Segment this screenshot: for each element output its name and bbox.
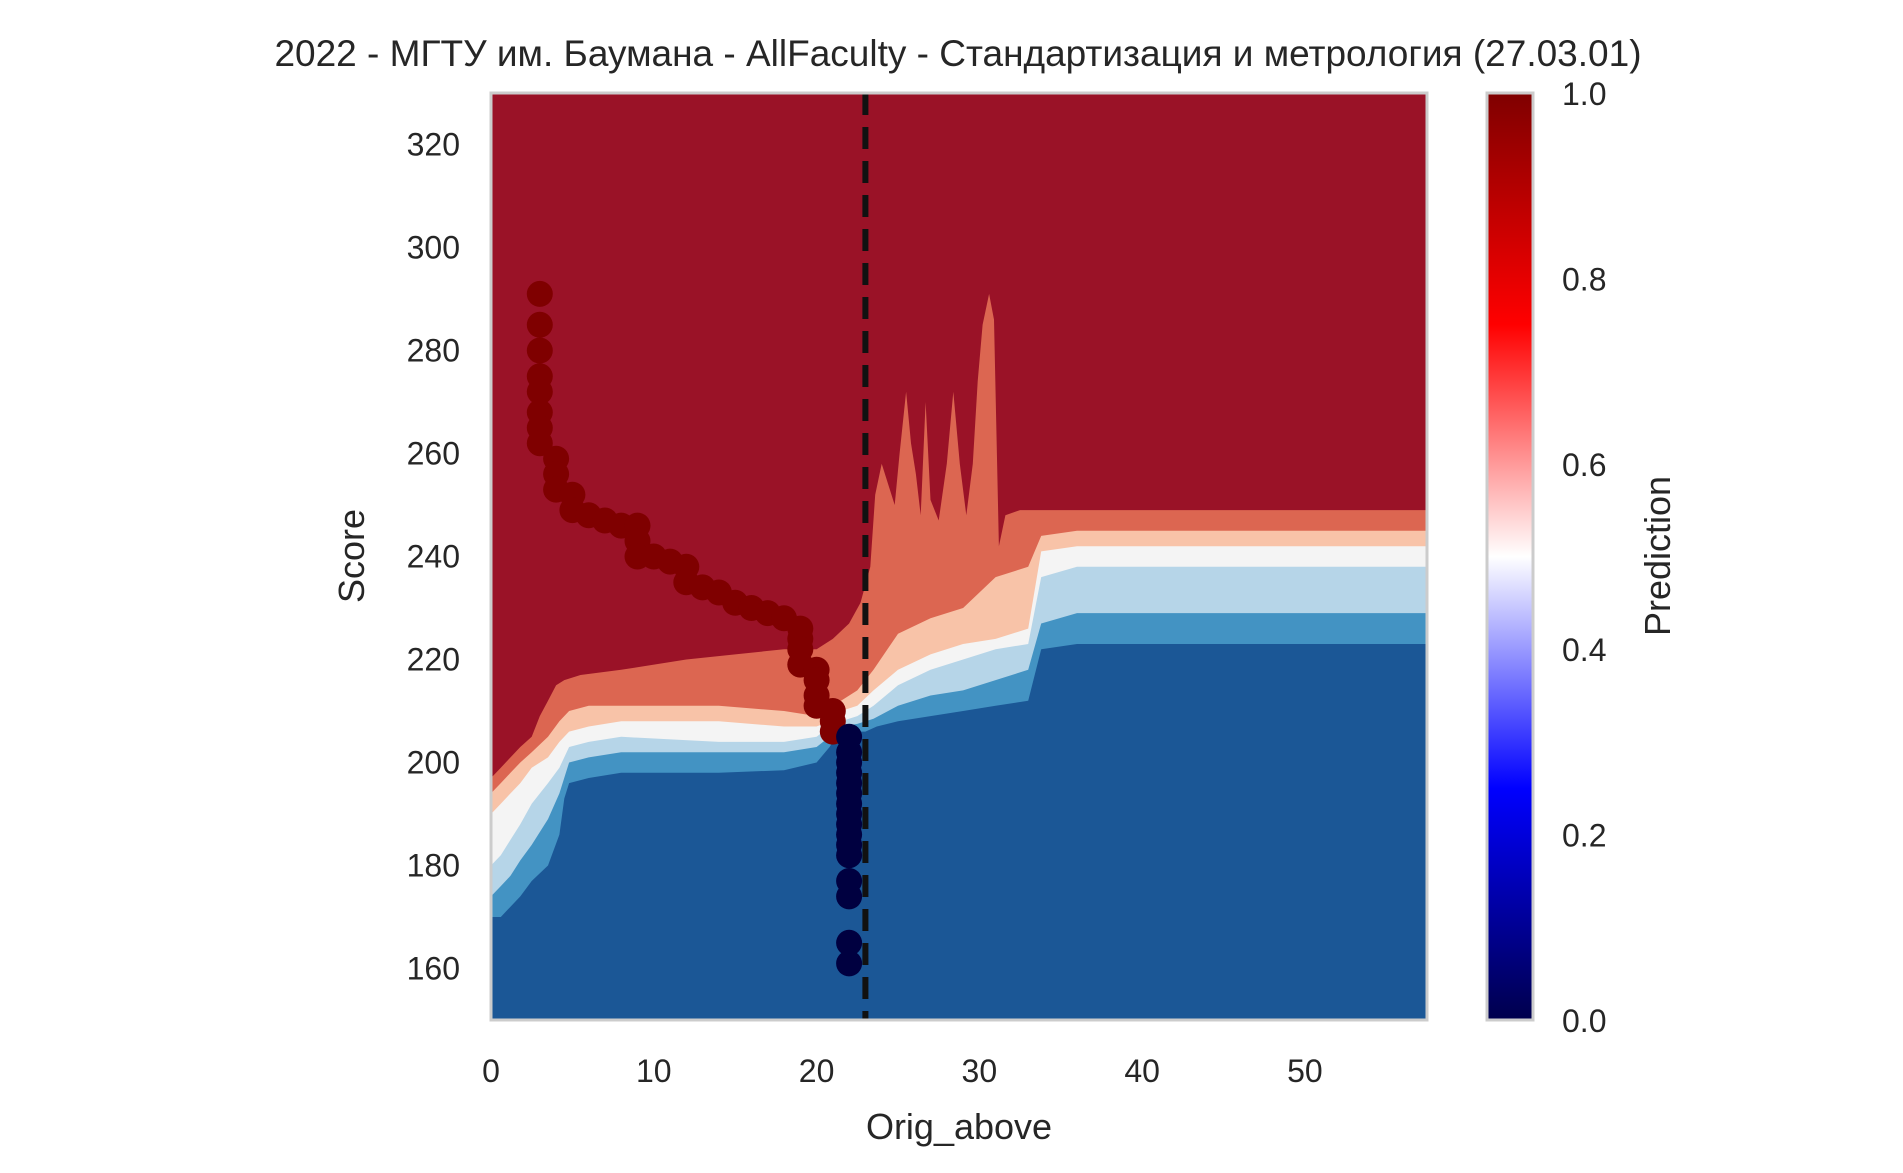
scatter-point-0-7 xyxy=(526,430,553,457)
x-tick-label: 50 xyxy=(1287,1053,1323,1089)
x-tick-label: 30 xyxy=(962,1053,998,1089)
colorbar-tick-label: 0.8 xyxy=(1562,261,1606,297)
y-tick-label: 320 xyxy=(407,127,460,163)
y-tick-label: 280 xyxy=(407,333,460,369)
points-layer xyxy=(526,280,863,977)
contour-band-0 xyxy=(491,644,1427,1020)
y-tick-label: 160 xyxy=(407,951,460,987)
colorbar-tick-label: 0.4 xyxy=(1562,632,1606,668)
colorbar-tick-label: 0.0 xyxy=(1562,1003,1606,1039)
x-tick-label: 0 xyxy=(482,1053,500,1089)
y-tick-label: 220 xyxy=(407,642,460,678)
y-tick-label: 260 xyxy=(407,436,460,472)
y-tick-label: 240 xyxy=(407,539,460,575)
colorbar xyxy=(1485,91,1535,1022)
y-axis-label: Score xyxy=(331,509,372,603)
colorbar-label: Prediction xyxy=(1637,476,1678,636)
colorbar-tick-label: 1.0 xyxy=(1562,76,1606,112)
x-tick-label: 10 xyxy=(636,1053,672,1089)
scatter-point-0-1 xyxy=(526,311,553,338)
chart-title: 2022 - МГТУ им. Баумана - AllFaculty - С… xyxy=(274,33,1641,74)
x-axis-label: Orig_above xyxy=(866,1106,1052,1147)
colorbar-tick-label: 0.2 xyxy=(1562,818,1606,854)
x-tick-label: 40 xyxy=(1124,1053,1160,1089)
scatter-point-1-11 xyxy=(836,842,863,869)
y-tick-label: 200 xyxy=(407,745,460,781)
x-ticks: 0 10 20 30 40 50 xyxy=(482,1053,1323,1089)
plot-frame xyxy=(489,91,1429,1022)
x-tick-label: 20 xyxy=(799,1053,835,1089)
y-ticks: 160 180 200 220 240 260 280 300 320 xyxy=(407,127,460,987)
scatter-point-1-15 xyxy=(836,950,863,977)
scatter-point-0-4 xyxy=(526,378,553,405)
scatter-point-1-14 xyxy=(836,929,863,956)
scatter-point-0-0 xyxy=(526,280,553,307)
y-tick-label: 300 xyxy=(407,230,460,266)
scatter-point-0-2 xyxy=(526,337,553,364)
y-tick-label: 180 xyxy=(407,848,460,884)
plot-area xyxy=(491,93,1427,1020)
colorbar-tick-label: 0.6 xyxy=(1562,447,1606,483)
contour-layer xyxy=(491,93,1427,1020)
scatter-point-1-13 xyxy=(836,883,863,910)
colorbar-ticks: 0.0 0.2 0.4 0.6 0.8 1.0 xyxy=(1562,76,1606,1039)
